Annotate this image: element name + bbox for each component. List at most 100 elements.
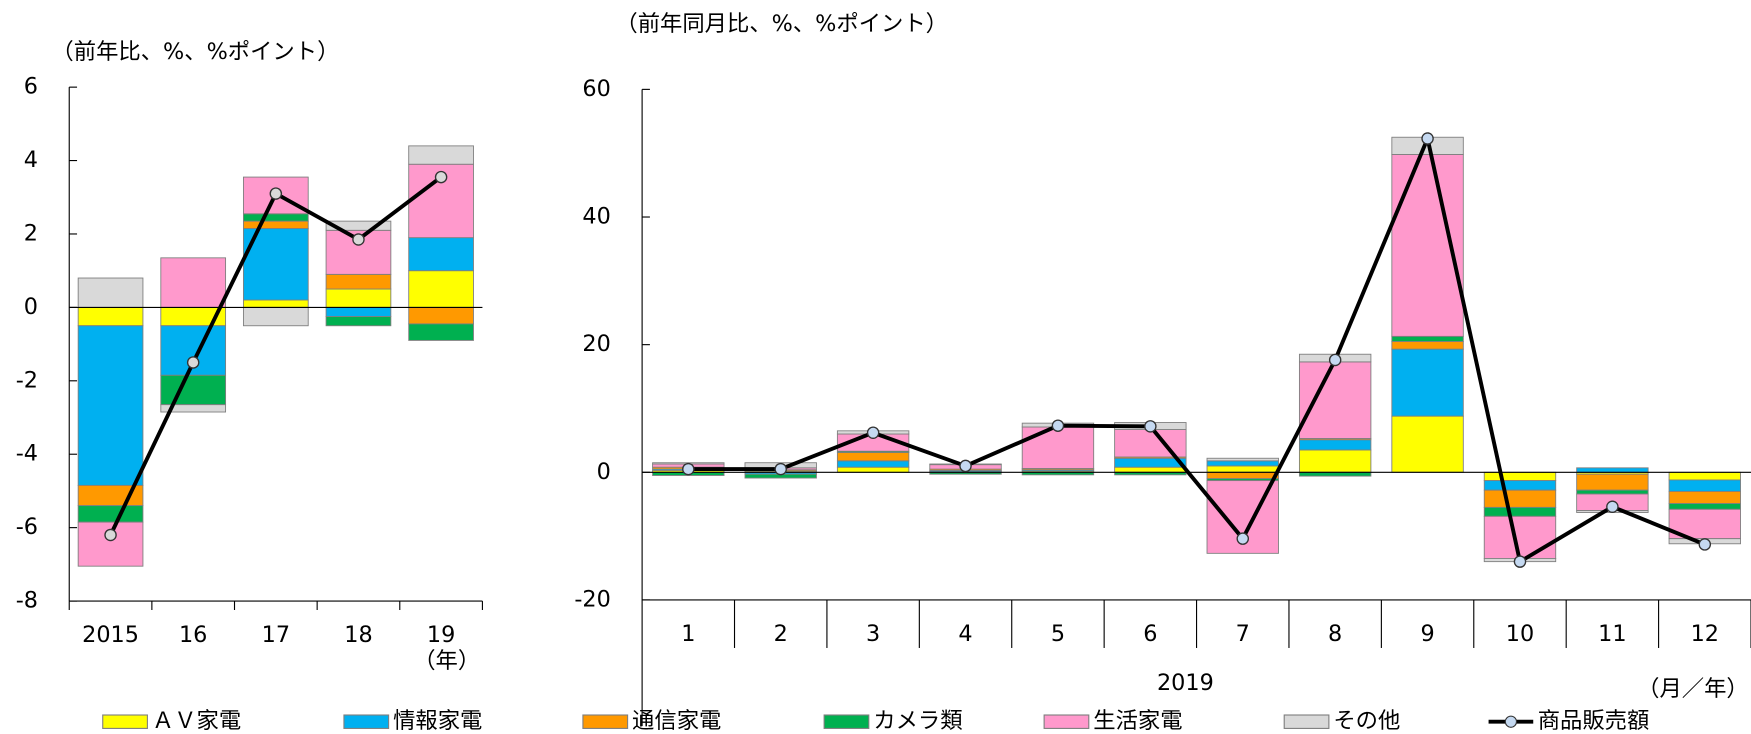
legend-label: ＡＶ家電 <box>152 708 241 734</box>
bar <box>408 237 474 272</box>
x-axis-title: （年） <box>413 648 480 674</box>
x-tick-label: 1 <box>681 621 695 647</box>
bar <box>1483 471 1557 482</box>
x-tick-label: 19 <box>427 622 455 648</box>
legend-label: カメラ類 <box>873 708 962 734</box>
legend-label: その他 <box>1333 708 1400 734</box>
bar <box>77 306 144 327</box>
y-axis-title: （前年同月比、%、%ポイント） <box>615 11 948 37</box>
bar <box>836 460 910 468</box>
line-marker <box>1698 538 1712 551</box>
line-marker <box>104 528 117 542</box>
line-marker <box>682 462 695 476</box>
bar <box>1391 335 1464 342</box>
legend-swatch <box>102 714 148 729</box>
bar <box>1576 489 1649 495</box>
legend-marker <box>1504 715 1518 728</box>
legend-label: 商品販売額 <box>1538 708 1650 734</box>
bar <box>1206 471 1279 480</box>
bar <box>1114 466 1187 473</box>
bar <box>242 299 309 308</box>
bar <box>1668 471 1741 481</box>
line-marker <box>1606 500 1619 514</box>
bar <box>1206 465 1279 473</box>
bar <box>1483 506 1557 517</box>
line-marker <box>1051 419 1065 432</box>
bar <box>242 306 309 327</box>
bar <box>77 277 144 308</box>
bar <box>242 213 309 222</box>
bar <box>160 404 227 413</box>
legend-swatch <box>343 714 390 729</box>
bar <box>325 316 392 327</box>
line-marker <box>774 462 787 476</box>
bar <box>1391 348 1464 417</box>
x-tick-label: 8 <box>1328 621 1342 647</box>
bar <box>1483 489 1557 508</box>
y-axis-title: （前年比、%、%ポイント） <box>51 39 339 65</box>
line-marker <box>866 426 880 439</box>
line-marker <box>269 187 283 200</box>
bar <box>408 145 474 165</box>
y-tick-label: 4 <box>24 147 38 173</box>
legend-swatch <box>1043 714 1090 729</box>
bar <box>1206 460 1279 467</box>
y-tick-label: 60 <box>582 76 610 102</box>
bar <box>1668 479 1741 492</box>
bar <box>1483 515 1557 559</box>
bar <box>1206 457 1279 462</box>
bar <box>408 270 474 308</box>
bar <box>1298 449 1372 473</box>
y-tick-label: 0 <box>597 459 611 485</box>
line-marker <box>352 233 365 246</box>
bar <box>1668 503 1741 510</box>
x-tick-label: 5 <box>1051 621 1065 647</box>
bar <box>160 257 227 308</box>
bar <box>1576 473 1649 491</box>
bar <box>1298 471 1372 477</box>
y-tick-label: 0 <box>24 294 38 320</box>
legend-swatch <box>582 714 629 729</box>
legend-label: 通信家電 <box>632 708 721 734</box>
bar <box>325 306 392 318</box>
line-marker <box>1236 532 1250 545</box>
line-marker <box>186 356 200 369</box>
bar <box>1576 467 1649 473</box>
y-tick-label: 6 <box>24 74 38 100</box>
x-tick-label: 17 <box>262 622 290 648</box>
y-tick-label: -6 <box>16 514 38 540</box>
y-tick-label: 40 <box>582 204 610 230</box>
legend-label: 生活家電 <box>1093 708 1182 734</box>
bar <box>1298 361 1372 439</box>
line-marker <box>1328 353 1342 367</box>
legend-swatch <box>823 714 870 729</box>
line-marker <box>1421 132 1434 145</box>
x-tick-label: 18 <box>344 622 372 648</box>
y-tick-label: 20 <box>582 331 610 357</box>
bar <box>836 466 910 473</box>
legend-swatch <box>1283 714 1330 729</box>
bar <box>836 452 910 462</box>
y-tick-label: -20 <box>574 586 610 612</box>
bar <box>325 220 392 231</box>
x-tick-label: 2 <box>774 621 788 647</box>
x-tick-label: 16 <box>179 622 207 648</box>
y-tick-label: -2 <box>16 367 38 393</box>
bar <box>1021 426 1095 469</box>
bar <box>1298 439 1372 451</box>
x-tick-label: 11 <box>1598 621 1626 647</box>
line-marker <box>1513 555 1527 568</box>
x-tick-label: 12 <box>1691 621 1719 647</box>
bar <box>408 323 474 341</box>
bar <box>77 505 144 523</box>
bar <box>1483 480 1557 491</box>
y-tick-label: -8 <box>16 588 38 614</box>
x-tick-label: 6 <box>1143 621 1157 647</box>
bar <box>1391 415 1464 473</box>
x-tick-label: 3 <box>866 621 880 647</box>
y-tick-label: 2 <box>24 220 38 246</box>
line-marker <box>959 459 972 473</box>
bar <box>77 325 144 486</box>
bar <box>1668 490 1741 505</box>
